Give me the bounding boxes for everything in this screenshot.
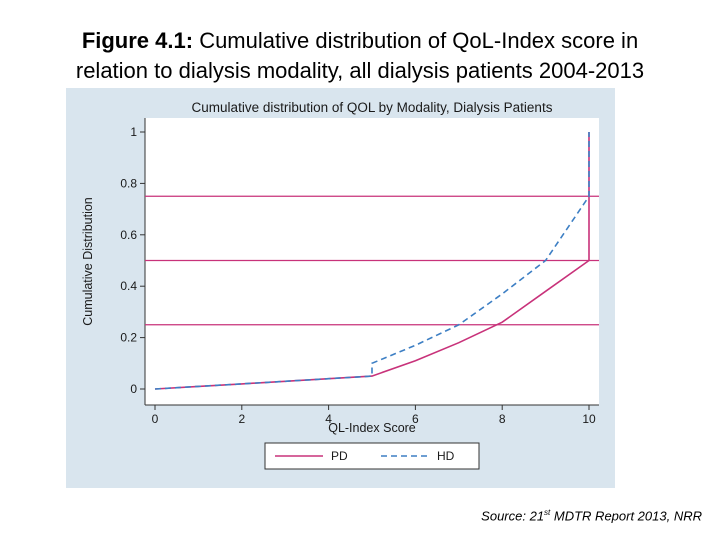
- figure-label: Figure 4.1:: [82, 28, 193, 53]
- x-axis-label: QL-Index Score: [328, 421, 416, 435]
- y-tick-label: 1: [130, 125, 137, 139]
- x-tick-label: 0: [152, 412, 159, 426]
- plot-area: [145, 118, 599, 405]
- legend-label-pd: PD: [331, 449, 348, 463]
- y-tick-label: 0.6: [120, 228, 137, 242]
- x-tick-label: 10: [582, 412, 596, 426]
- y-tick-label: 0.4: [120, 279, 137, 293]
- figure-title-text-1: Cumulative distribution of QoL-Index sco…: [199, 28, 638, 53]
- x-tick-label: 8: [499, 412, 506, 426]
- legend-label-hd: HD: [437, 449, 455, 463]
- chart-panel: Cumulative distribution of QOL by Modali…: [66, 88, 615, 488]
- figure-title-line1: Figure 4.1: Cumulative distribution of Q…: [0, 26, 720, 56]
- y-tick-label: 0.2: [120, 331, 137, 345]
- y-tick-label: 0.8: [120, 176, 137, 190]
- source-prefix: Source: 21: [481, 508, 544, 523]
- x-tick-label: 2: [238, 412, 245, 426]
- figure-title-line2: relation to dialysis modality, all dialy…: [0, 56, 720, 86]
- y-axis-label: Cumulative Distribution: [81, 197, 95, 326]
- figure-title: Figure 4.1: Cumulative distribution of Q…: [0, 26, 720, 86]
- y-tick-label: 0: [130, 382, 137, 396]
- source-suffix: MDTR Report 2013, NRR: [550, 508, 702, 523]
- source-note: Source: 21st MDTR Report 2013, NRR: [481, 508, 702, 523]
- chart-svg: Cumulative distribution of QOL by Modali…: [66, 88, 615, 488]
- chart-title: Cumulative distribution of QOL by Modali…: [192, 100, 553, 115]
